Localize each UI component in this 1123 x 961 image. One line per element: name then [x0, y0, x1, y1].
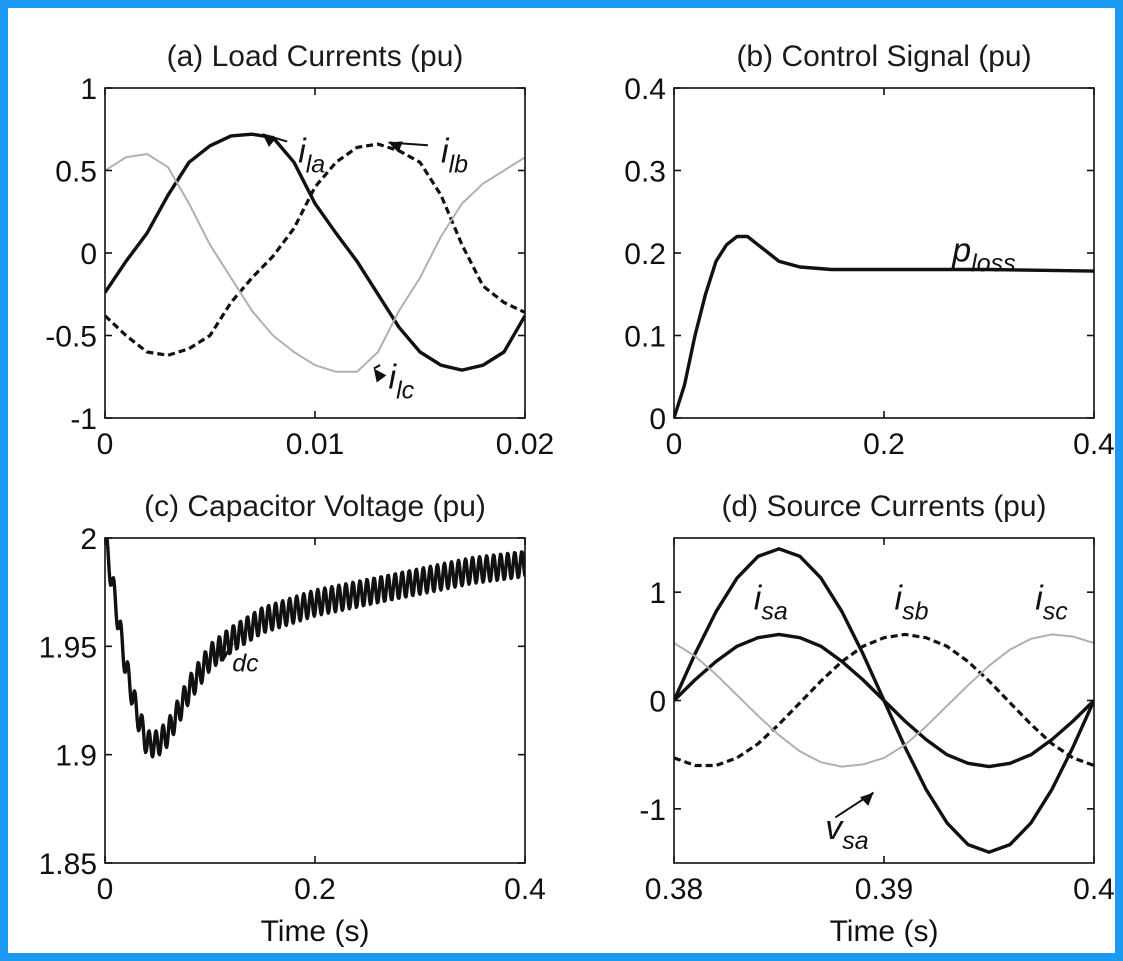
y-tick-label: 0.5 [55, 156, 97, 189]
x-tick-label: 0 [97, 428, 114, 461]
series-group [674, 234, 1094, 418]
series-line-i-sa [674, 632, 1094, 769]
annotation-subscript: lc [396, 376, 415, 404]
y-tick-label: 1 [649, 577, 666, 610]
annotation-base: v [215, 632, 234, 670]
chart-title: (c) Capacitor Voltage (pu) [144, 490, 486, 523]
y-tick-label: 0.2 [624, 238, 666, 271]
annotation-label: ilc [389, 358, 415, 404]
annotation-label: isc [1035, 580, 1068, 626]
x-tick-label: 0 [97, 873, 114, 906]
annotation-label: ploss [951, 231, 1015, 277]
y-tick-label: 0 [80, 238, 97, 271]
y-tick-label: 1.9 [55, 740, 97, 773]
y-tick-label: 1.95 [39, 631, 97, 664]
annotation-label: vdc [215, 632, 259, 678]
x-tick-label: 0.38 [645, 873, 703, 906]
chart-title: (b) Control Signal (pu) [736, 40, 1031, 73]
series-line-i-lb [105, 142, 525, 357]
x-axis-label: Time (s) [830, 915, 939, 948]
y-tick-label: -1 [70, 403, 97, 436]
annotation-base: i [754, 580, 763, 618]
figure-svg: (a) Load Currents (pu) 0 0.01 0.02 -1 -0.5 0 0.… [39, 40, 1115, 948]
annotation-subscript: sa [842, 827, 869, 855]
chart-c: (c) Capacitor Voltage (pu) 0 0.2 0.4 1.85 1.9… [39, 490, 546, 948]
annotation-subscript: sb [902, 598, 929, 626]
chart-title: (d) Source Currents (pu) [721, 490, 1046, 523]
annotation-arrow [373, 364, 381, 370]
y-tick-label: 0 [649, 686, 666, 719]
series-line-i-sb [674, 632, 1094, 768]
chart-b: (b) Control Signal (pu) 0 0.2 0.4 0 0.1 0.2 0.3… [624, 40, 1115, 461]
series-group [105, 132, 525, 373]
annotation-subscript: la [306, 150, 326, 178]
chart-d: (d) Source Currents (pu) 0.38 0.39 0.4 -1 0 1 T… [639, 490, 1115, 948]
series-line-p-loss [674, 234, 1094, 418]
y-tick-label: 1.85 [39, 848, 97, 881]
annotation-subscript: sa [761, 598, 788, 626]
x-tick-label: 0.02 [496, 428, 554, 461]
x-tick-label: 0.39 [855, 873, 913, 906]
annotation-arrowhead [859, 792, 874, 806]
y-tick-label: 2 [80, 523, 97, 556]
x-tick-label: 0.4 [1073, 873, 1115, 906]
x-tick-label: 0.2 [294, 873, 336, 906]
series-group [674, 547, 1094, 854]
series-line-v-dc [105, 538, 525, 759]
y-tick-label: -1 [639, 794, 666, 827]
annotation-label: ila [298, 132, 325, 178]
annotation-arrowhead [373, 368, 387, 383]
annotation-base: i [1035, 580, 1044, 618]
y-tick-label: 0.3 [624, 156, 666, 189]
series-line-i-lc [105, 153, 525, 373]
series-line-i-sc [674, 633, 1094, 768]
annotation-base: i [441, 132, 450, 170]
annotation-base: i [389, 358, 398, 396]
series-group [105, 538, 525, 759]
annotation-subscript: lb [449, 150, 469, 178]
x-tick-label: 0.4 [504, 873, 546, 906]
y-tick-label: 0.1 [624, 321, 666, 354]
annotation-subscript: loss [971, 249, 1015, 277]
annotation-base: p [951, 231, 971, 269]
x-tick-label: 0.2 [863, 428, 905, 461]
annotation-arrowhead [262, 134, 277, 147]
chart-a: (a) Load Currents (pu) 0 0.01 0.02 -1 -0.5 0 0.… [45, 40, 554, 461]
chart-title: (a) Load Currents (pu) [167, 40, 464, 73]
annotation-label: vsa [825, 809, 869, 855]
x-tick-label: 0 [666, 428, 683, 461]
annotation-subscript: dc [232, 650, 259, 678]
annotation-label: isb [895, 580, 929, 626]
x-tick-label: 0.01 [286, 428, 344, 461]
y-tick-label: -0.5 [45, 321, 97, 354]
annotation-label: ilb [441, 132, 468, 178]
x-axis-label: Time (s) [261, 915, 370, 948]
annotation-base: i [298, 132, 307, 170]
annotation-arrowhead [388, 141, 403, 153]
y-tick-label: 0 [649, 403, 666, 436]
plot-frame [673, 87, 1095, 419]
y-tick-label: 1 [80, 73, 97, 106]
annotation-label: isa [754, 580, 788, 626]
annotation-subscript: sc [1043, 598, 1069, 626]
figure-panel: (a) Load Currents (pu) 0 0.01 0.02 -1 -0.5 0 0.… [8, 8, 1115, 953]
annotation-base: v [825, 809, 844, 847]
series-line-i-la [105, 132, 525, 372]
annotation-base: i [895, 580, 904, 618]
y-tick-label: 0.4 [624, 73, 666, 106]
x-tick-label: 0.4 [1073, 428, 1115, 461]
